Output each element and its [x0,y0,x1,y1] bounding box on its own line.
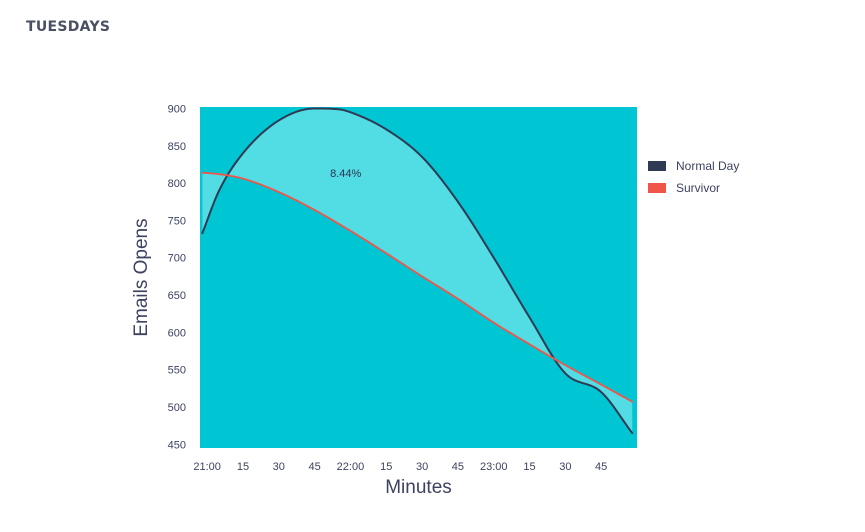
legend-label-survivor: Survivor [676,181,720,195]
x-tick-label: 21:00 [193,461,221,473]
legend-swatch-survivor [648,183,666,193]
x-tick-label: 30 [559,461,571,473]
x-tick-label: 45 [308,461,320,473]
legend-swatch-normal-day [648,161,666,171]
y-tick-label: 800 [168,178,186,190]
x-tick-label: 15 [380,461,392,473]
y-tick-label: 450 [168,439,186,451]
y-tick-label: 600 [168,327,186,339]
y-tick-label: 700 [168,253,186,265]
y-tick-label: 850 [168,141,186,153]
series-line-normal-day [201,107,634,435]
y-tick-label: 900 [168,103,186,115]
x-tick-label: 15 [237,461,249,473]
annotation-label: 8.44% [330,168,361,180]
x-axis-title: Minutes [385,477,452,498]
y-tick-label: 750 [168,215,186,227]
x-tick-label: 22:00 [337,461,365,473]
x-tick-label: 30 [416,461,428,473]
page-title: TUESDAYS [26,19,111,35]
x-tick-label: 45 [595,461,607,473]
area-between-series [202,108,633,434]
legend: Normal Day Survivor [648,159,739,195]
y-tick-label: 550 [168,365,186,377]
y-axis-title: Emails Opens [131,218,152,336]
x-tick-label: 23:00 [480,461,508,473]
x-tick-label: 30 [273,461,285,473]
x-axis-ticks: 21:00 15 30 45 22:00 15 30 45 23:00 15 30 45 [193,461,607,473]
x-tick-label: 15 [523,461,535,473]
y-tick-label: 500 [168,402,186,414]
y-tick-label: 650 [168,290,186,302]
legend-label-normal-day: Normal Day [676,159,739,173]
y-axis-ticks: 900 850 800 750 700 650 600 550 500 450 [168,103,186,451]
series-line-survivor [201,171,634,403]
x-tick-label: 45 [452,461,464,473]
